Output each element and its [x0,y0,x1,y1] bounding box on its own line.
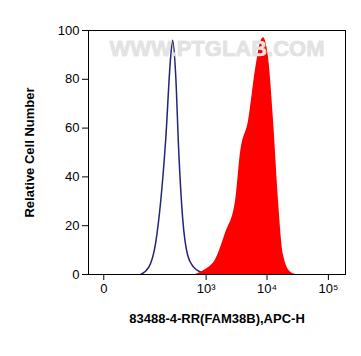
svg-text:80: 80 [65,71,79,86]
svg-text:0: 0 [72,267,79,282]
svg-text:83488-4-RR(FAM38B),APC-H: 83488-4-RR(FAM38B),APC-H [129,311,305,326]
svg-text:Relative Cell Number: Relative Cell Number [22,87,37,217]
svg-text:0: 0 [100,281,107,296]
svg-text:100: 100 [58,23,80,38]
svg-text:40: 40 [65,169,79,184]
svg-text:10⁵: 10⁵ [318,281,338,296]
svg-text:WWW.PTGLAB.COM: WWW.PTGLAB.COM [109,36,324,61]
svg-text:20: 20 [65,218,79,233]
svg-text:10⁴: 10⁴ [257,281,277,296]
svg-text:10³: 10³ [197,281,216,296]
svg-text:60: 60 [65,120,79,135]
